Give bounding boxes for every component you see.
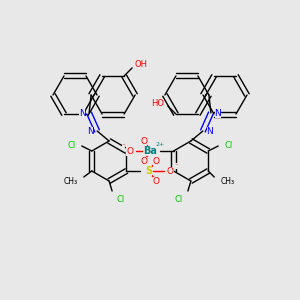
Text: N: N [206, 127, 213, 136]
Text: N: N [214, 109, 221, 118]
Text: HO: HO [152, 99, 164, 108]
Text: Cl: Cl [68, 142, 76, 151]
Text: Cl: Cl [117, 194, 125, 203]
Text: O: O [153, 176, 160, 185]
Text: 2+: 2+ [155, 142, 165, 148]
Text: ⁻: ⁻ [175, 163, 178, 169]
Text: Cl: Cl [175, 194, 183, 203]
Text: Ba: Ba [143, 146, 157, 156]
Text: Cl: Cl [224, 142, 232, 151]
Text: S: S [145, 166, 152, 176]
Text: CH₃: CH₃ [220, 176, 234, 185]
Text: O: O [126, 146, 133, 155]
Text: ⁻: ⁻ [122, 143, 125, 149]
Text: O: O [153, 157, 160, 166]
Text: CH₃: CH₃ [64, 176, 78, 185]
Text: OH: OH [135, 60, 148, 69]
Text: O: O [140, 136, 147, 146]
Text: N: N [79, 109, 86, 118]
Text: O: O [140, 157, 147, 166]
Text: S: S [148, 146, 155, 156]
Text: N: N [87, 127, 94, 136]
Text: O: O [167, 167, 174, 176]
